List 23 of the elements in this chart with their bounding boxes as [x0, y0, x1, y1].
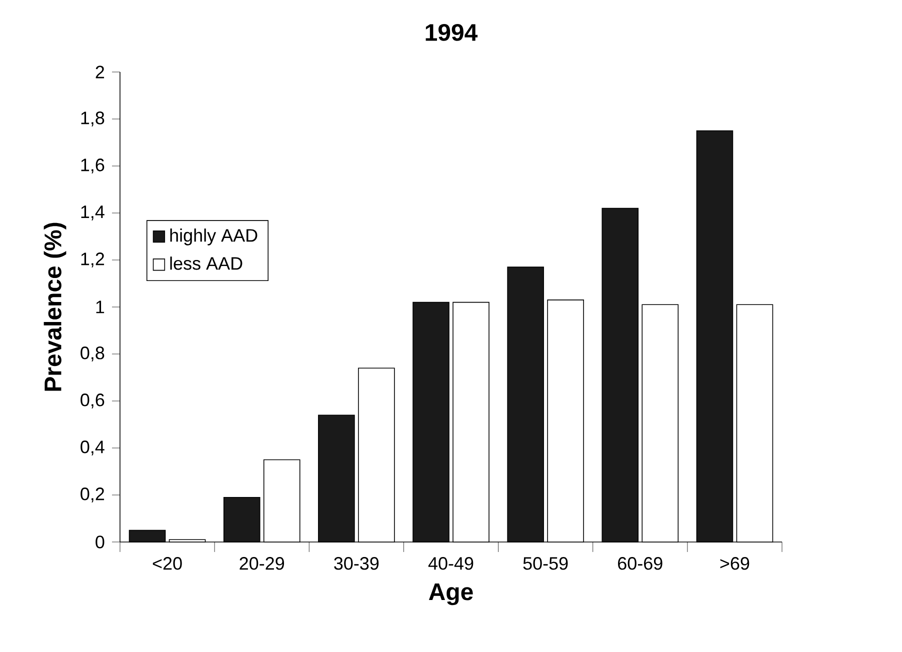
chart-title: 1994 [426, 24, 478, 41]
legend-label: less AAD [170, 256, 242, 270]
y-tick-label: 2 [96, 66, 104, 78]
y-axis-title: Prevalence (%) [44, 222, 66, 391]
y-tick-label: 1,8 [81, 112, 104, 126]
y-tick-label: 0,8 [80, 346, 104, 362]
x-tick-label: 20-29 [240, 557, 284, 570]
x-tick-label: 50-59 [523, 557, 568, 570]
y-tick-label: 0,6 [80, 394, 104, 408]
x-tick-label: 60-69 [618, 557, 662, 570]
x-tick-label: 30-39 [334, 557, 379, 570]
x-axis-title: Age [428, 584, 473, 606]
y-tick-label: 0,2 [80, 488, 104, 502]
legend-label: highly AAD [170, 228, 258, 246]
y-tick-label: 1 [96, 300, 104, 314]
y-tick-label: 1,4 [81, 206, 104, 220]
x-tick-label: <20 [152, 557, 182, 570]
y-tick-label: 1,6 [81, 158, 104, 174]
x-tick-label: 40-49 [428, 557, 474, 570]
y-tick-label: 0,4 [80, 440, 104, 456]
y-tick-label: 0 [96, 536, 104, 548]
x-tick-label: >69 [720, 557, 750, 570]
y-tick-label: 1,2 [81, 252, 104, 268]
